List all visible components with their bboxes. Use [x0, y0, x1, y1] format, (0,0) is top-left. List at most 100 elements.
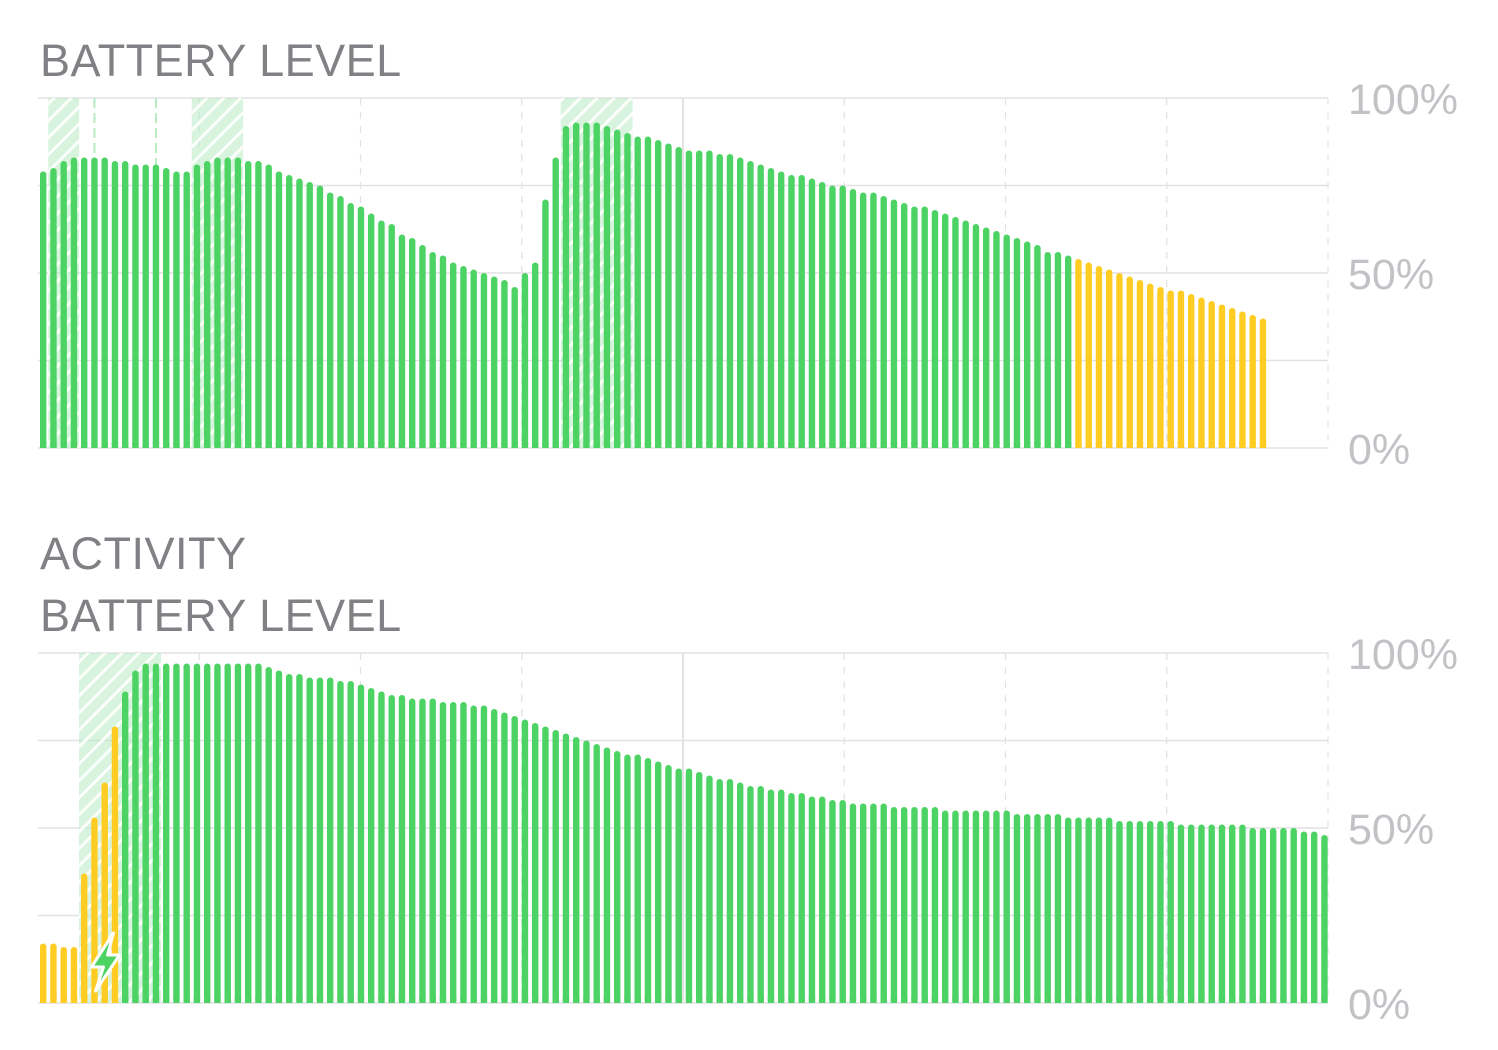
y-tick-label: 100%: [1348, 631, 1458, 679]
bar-base: [275, 442, 283, 448]
bar: [1208, 824, 1215, 1003]
bar: [214, 663, 221, 1003]
bar-base: [234, 997, 242, 1003]
bar: [286, 674, 293, 1003]
bar: [204, 663, 211, 1003]
bar-base: [1126, 442, 1133, 448]
bar: [1044, 814, 1051, 1003]
bar-base: [255, 442, 262, 448]
bar-base: [819, 442, 826, 448]
bar: [757, 164, 764, 448]
bar: [1075, 259, 1082, 448]
bar-base: [163, 442, 170, 448]
bar: [1229, 824, 1236, 1003]
bar-base: [983, 997, 990, 1003]
bar: [1208, 301, 1215, 448]
bar-base: [224, 997, 231, 1003]
bar-base: [972, 997, 980, 1003]
bar: [737, 782, 744, 1003]
bar: [398, 695, 406, 1003]
bar-base: [757, 997, 764, 1003]
bar: [860, 192, 867, 448]
bar-base: [1106, 997, 1113, 1003]
bar-base: [378, 997, 385, 1003]
activity-battery-level-heading: BATTERY LEVEL: [40, 590, 402, 641]
bar-base: [521, 997, 529, 1003]
bar-base: [132, 442, 139, 448]
bar-base: [173, 442, 180, 448]
bar: [1321, 835, 1328, 1003]
bar-base: [562, 442, 570, 448]
bar: [378, 220, 385, 448]
bar-base: [347, 442, 354, 448]
bar: [450, 262, 457, 448]
bar-base: [706, 997, 713, 1003]
bar: [993, 810, 1000, 1003]
bar: [378, 691, 385, 1003]
bar-base: [849, 442, 857, 448]
bar-base: [552, 997, 559, 1003]
bar: [193, 663, 201, 1003]
bar: [111, 161, 119, 448]
bar: [901, 203, 908, 448]
bar-base: [327, 442, 334, 448]
bar-base: [757, 442, 764, 448]
bar-base: [1249, 997, 1256, 1003]
bar: [788, 793, 795, 1003]
bar: [347, 681, 354, 1003]
bar-base: [296, 442, 303, 448]
bar: [778, 171, 785, 448]
bar-base: [819, 997, 826, 1003]
bar-base: [1311, 997, 1318, 1003]
bar: [562, 126, 570, 448]
bar-base: [378, 442, 385, 448]
bar-base: [491, 997, 498, 1003]
bar: [726, 154, 734, 448]
bar: [972, 224, 980, 448]
bar-base: [1054, 997, 1062, 1003]
bar-base: [726, 442, 734, 448]
bar: [296, 178, 303, 448]
bar-base: [1280, 997, 1287, 1003]
bar-base: [193, 442, 201, 448]
bar-base: [245, 997, 252, 1003]
bar: [1239, 311, 1246, 448]
bar: [983, 810, 990, 1003]
bar: [91, 817, 98, 1003]
bar-base: [1136, 997, 1144, 1003]
bar-base: [1075, 442, 1082, 448]
bar-base: [122, 442, 129, 448]
bar: [583, 122, 590, 448]
bar: [901, 807, 908, 1003]
bar: [931, 210, 939, 448]
bar-base: [1136, 442, 1144, 448]
bar-base: [890, 997, 898, 1003]
bar: [1280, 828, 1287, 1003]
bar: [439, 702, 447, 1003]
bar-base: [60, 442, 67, 448]
bar-base: [111, 442, 119, 448]
bar: [337, 196, 344, 448]
bar-base: [501, 997, 508, 1003]
bar-base: [583, 442, 590, 448]
bar-base: [1044, 997, 1051, 1003]
bar-base: [839, 442, 846, 448]
bar-base: [491, 442, 498, 448]
bar: [316, 185, 324, 448]
bar-base: [1208, 442, 1215, 448]
bar-base: [40, 997, 47, 1003]
bar: [634, 136, 641, 448]
bar-base: [860, 997, 867, 1003]
bar-base: [439, 442, 447, 448]
bar: [501, 280, 508, 448]
bar: [747, 161, 754, 448]
bar: [521, 719, 529, 1003]
bar: [214, 157, 221, 448]
bar-base: [542, 997, 549, 1003]
bar: [347, 203, 354, 448]
bar-base: [849, 997, 857, 1003]
bar-base: [1085, 997, 1092, 1003]
bar: [767, 168, 775, 448]
bar-base: [419, 997, 426, 1003]
bar: [593, 122, 600, 448]
